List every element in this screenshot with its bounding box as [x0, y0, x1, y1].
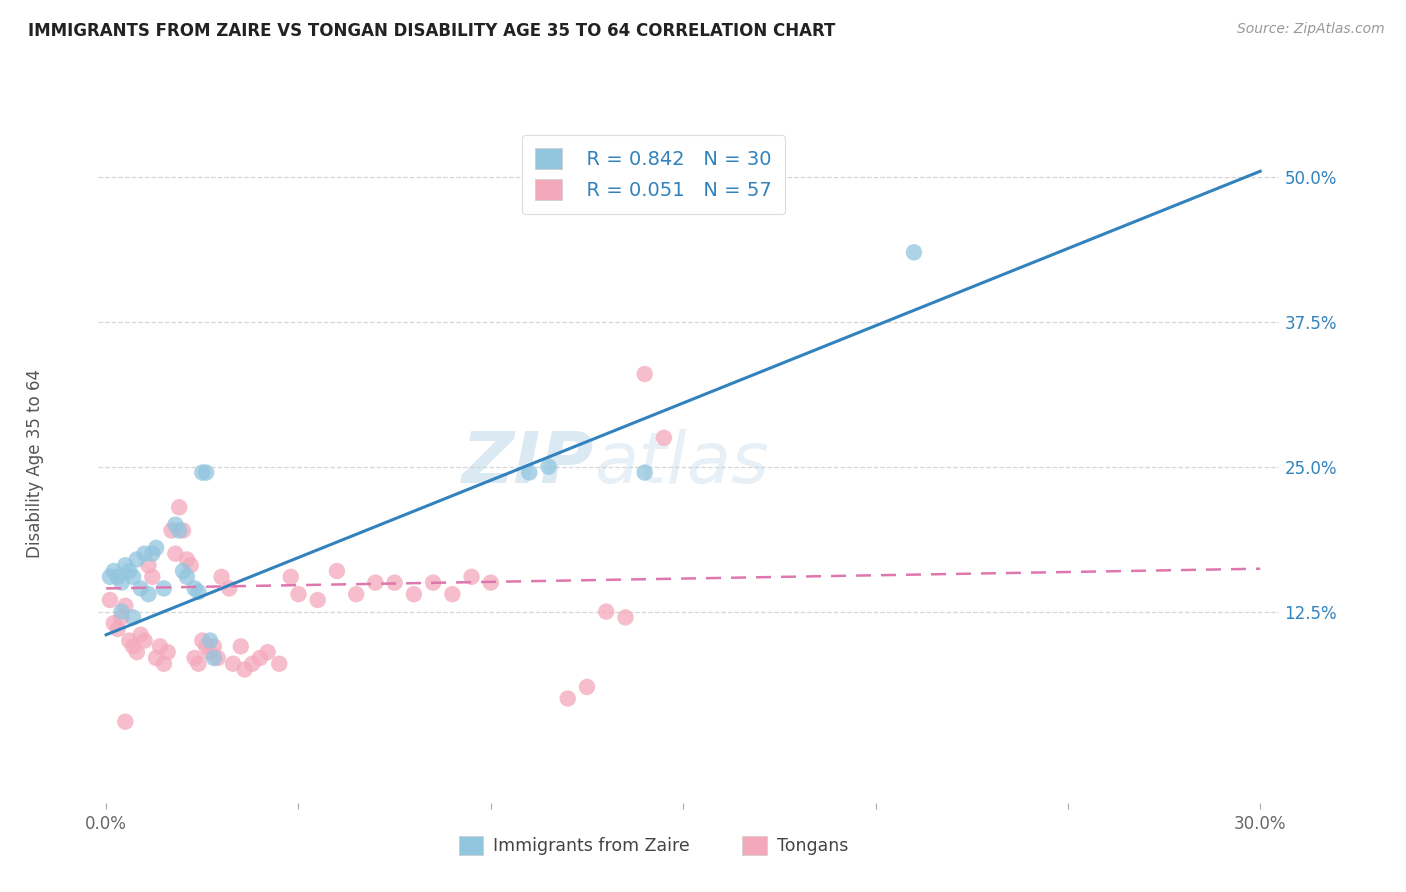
- Point: [176, 552, 198, 566]
- Point: [165, 517, 187, 532]
- Point: [187, 585, 209, 599]
- Point: [249, 651, 271, 665]
- Text: Disability Age 35 to 64: Disability Age 35 to 64: [27, 369, 44, 558]
- Point: [107, 622, 129, 636]
- Point: [575, 680, 598, 694]
- Point: [183, 651, 205, 665]
- Point: [614, 610, 637, 624]
- Point: [233, 663, 256, 677]
- Point: [160, 524, 183, 538]
- Text: IMMIGRANTS FROM ZAIRE VS TONGAN DISABILITY AGE 35 TO 64 CORRELATION CHART: IMMIGRANTS FROM ZAIRE VS TONGAN DISABILI…: [28, 22, 835, 40]
- Point: [180, 558, 202, 573]
- Point: [222, 657, 245, 671]
- Point: [307, 593, 329, 607]
- Point: [125, 645, 148, 659]
- Point: [287, 587, 309, 601]
- Point: [118, 564, 141, 578]
- Point: [98, 570, 121, 584]
- Point: [402, 587, 425, 601]
- Point: [103, 616, 125, 631]
- Text: atlas: atlas: [595, 429, 769, 499]
- Point: [167, 500, 190, 515]
- Point: [903, 245, 925, 260]
- Point: [441, 587, 464, 601]
- Point: [479, 575, 502, 590]
- Point: [165, 547, 187, 561]
- Point: [176, 570, 198, 584]
- Point: [211, 570, 233, 584]
- Point: [141, 547, 163, 561]
- Point: [141, 570, 163, 584]
- Point: [114, 558, 136, 573]
- Point: [122, 570, 145, 584]
- Point: [198, 645, 221, 659]
- Point: [280, 570, 302, 584]
- Point: [172, 524, 194, 538]
- Legend: Immigrants from Zaire, Tongans: Immigrants from Zaire, Tongans: [451, 829, 855, 862]
- Point: [364, 575, 387, 590]
- Point: [517, 466, 540, 480]
- Point: [195, 466, 218, 480]
- Point: [114, 599, 136, 613]
- Point: [191, 466, 214, 480]
- Point: [153, 657, 176, 671]
- Text: Source: ZipAtlas.com: Source: ZipAtlas.com: [1237, 22, 1385, 37]
- Point: [240, 657, 263, 671]
- Point: [422, 575, 444, 590]
- Point: [129, 628, 152, 642]
- Point: [634, 367, 657, 381]
- Point: [134, 633, 156, 648]
- Point: [98, 593, 121, 607]
- Point: [183, 582, 205, 596]
- Point: [652, 431, 675, 445]
- Point: [207, 651, 229, 665]
- Point: [118, 633, 141, 648]
- Point: [110, 575, 132, 590]
- Point: [145, 541, 167, 555]
- Point: [537, 459, 560, 474]
- Text: ZIP: ZIP: [463, 429, 595, 499]
- Point: [167, 524, 190, 538]
- Point: [634, 466, 657, 480]
- Point: [110, 605, 132, 619]
- Point: [107, 570, 129, 584]
- Point: [187, 657, 209, 671]
- Point: [202, 651, 225, 665]
- Point: [256, 645, 278, 659]
- Point: [269, 657, 291, 671]
- Point: [195, 640, 218, 654]
- Point: [229, 640, 252, 654]
- Point: [138, 587, 160, 601]
- Point: [125, 552, 148, 566]
- Point: [202, 640, 225, 654]
- Point: [384, 575, 406, 590]
- Point: [110, 610, 132, 624]
- Point: [134, 547, 156, 561]
- Point: [145, 651, 167, 665]
- Point: [191, 633, 214, 648]
- Point: [198, 633, 221, 648]
- Point: [557, 691, 579, 706]
- Point: [344, 587, 367, 601]
- Point: [153, 582, 176, 596]
- Point: [114, 714, 136, 729]
- Point: [460, 570, 482, 584]
- Point: [156, 645, 179, 659]
- Point: [326, 564, 349, 578]
- Point: [149, 640, 172, 654]
- Point: [595, 605, 617, 619]
- Point: [129, 582, 152, 596]
- Point: [172, 564, 194, 578]
- Point: [103, 564, 125, 578]
- Point: [122, 610, 145, 624]
- Point: [218, 582, 240, 596]
- Point: [138, 558, 160, 573]
- Point: [122, 640, 145, 654]
